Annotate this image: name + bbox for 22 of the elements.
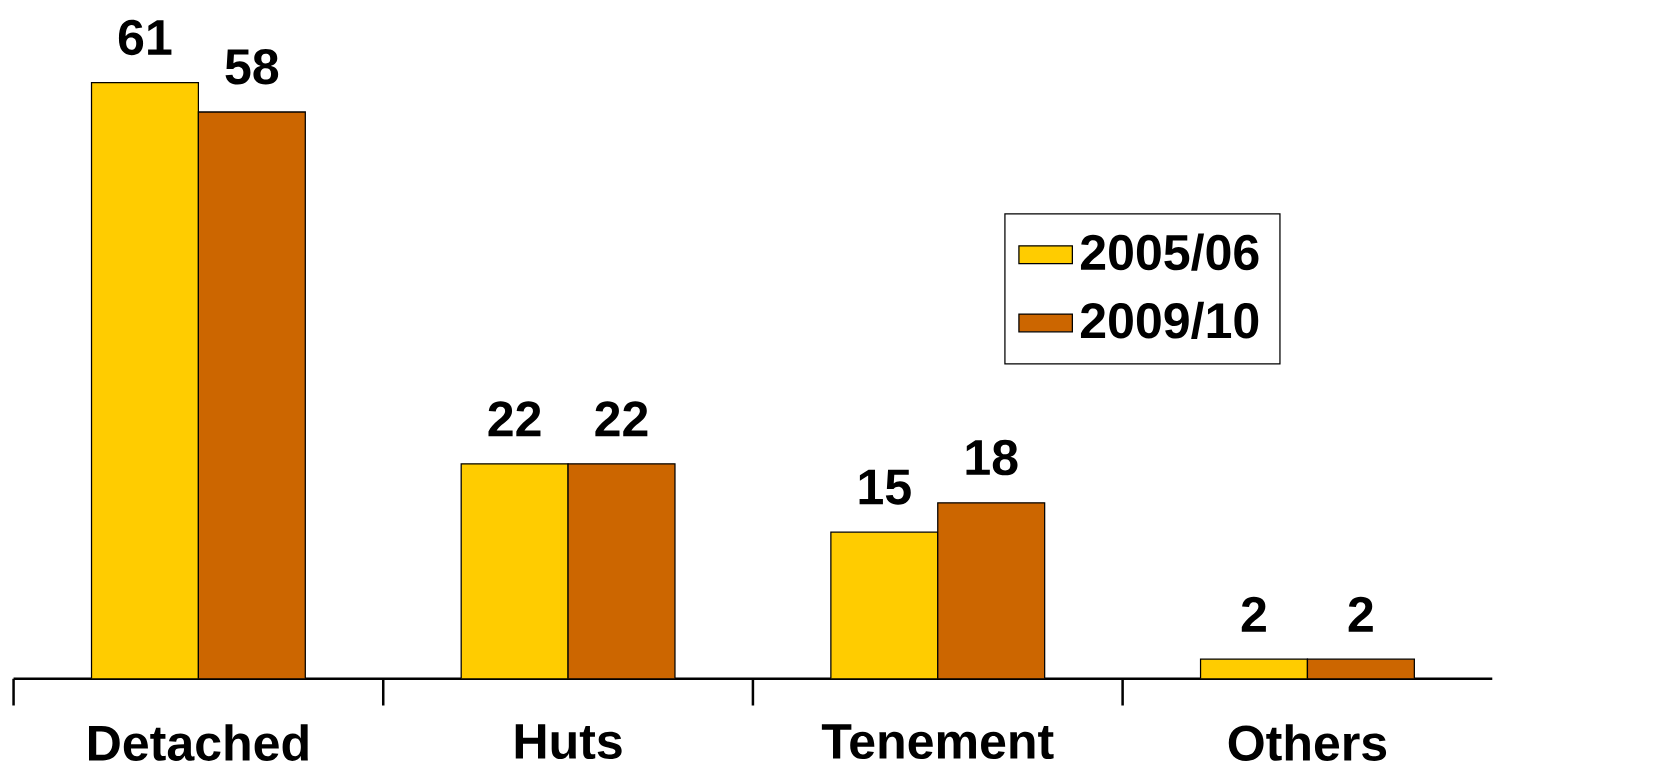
bar [197,111,306,679]
bar [90,81,200,679]
legend-label: 2005/06 [1080,233,1259,271]
bar [567,463,676,679]
x-tick-label: Huts [515,723,622,759]
data-label: 22 [595,401,648,437]
data-label: 61 [118,19,172,55]
data-label: 22 [488,401,541,437]
x-tick-label: Tenement [821,723,1054,759]
data-label: 2 [1241,596,1266,632]
data-label: 58 [225,48,279,85]
bar [937,502,1046,679]
legend-label: 2009/10 [1080,301,1259,339]
bar [1306,658,1415,679]
x-tick-label: Others [1228,723,1387,761]
x-tick-label: Detached [89,723,308,761]
bar [830,531,939,679]
data-label: 18 [966,439,1018,476]
data-label: 2 [1348,596,1373,632]
bar [1199,658,1309,679]
data-label: 15 [859,469,911,505]
bar [460,463,569,679]
